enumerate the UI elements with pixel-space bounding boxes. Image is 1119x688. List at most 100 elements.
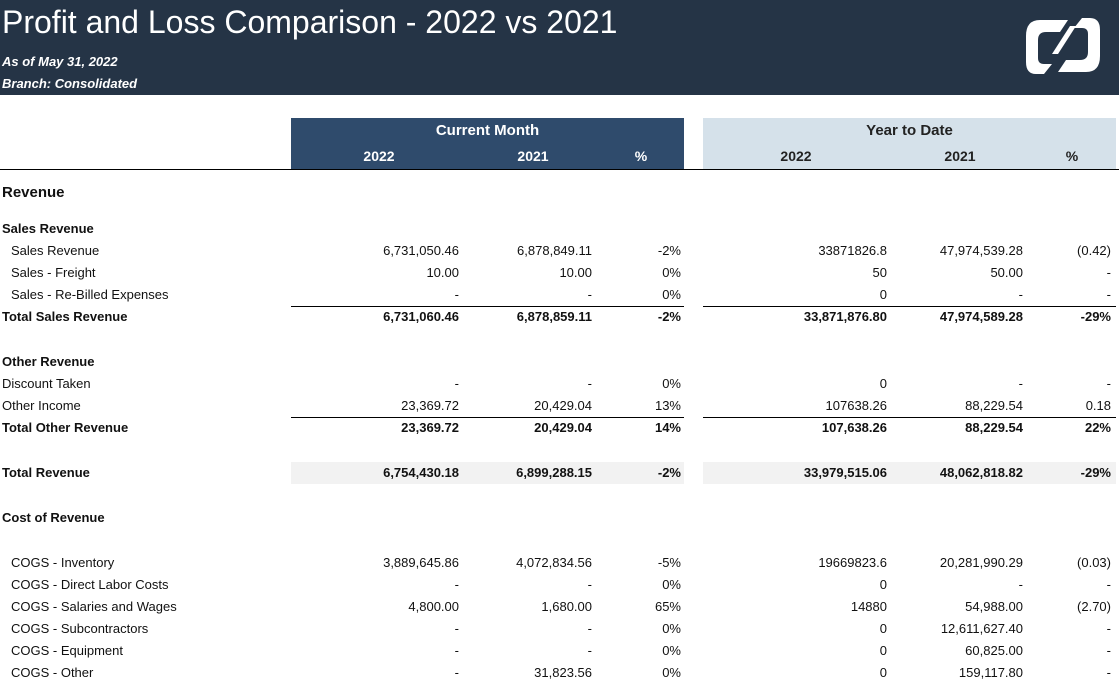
line-item-value: 0.18 [1085,398,1111,413]
total-rule [291,306,684,307]
line-item-value: 3,889,645.86 [383,555,459,570]
branch: Branch: Consolidated [2,76,138,91]
line-item-value: 0 [879,376,887,391]
line-item-value: 31,823.56 [534,665,592,680]
line-item-value: 0% [662,265,681,280]
total-revenue-value: 6,754,430.18 [383,465,459,480]
current-month-header: Current Month [435,122,540,139]
group-total-value: 88,229.54 [965,420,1023,435]
group-total-value: 23,369.72 [401,420,459,435]
line-item-value: 50.00 [990,265,1023,280]
line-item-value: 6,731,050.46 [383,243,459,258]
total-revenue-value: -2% [657,465,681,480]
line-item-value: 60,825.00 [965,643,1023,658]
line-item-value: - [454,643,459,658]
column-subheader: 2022 [780,148,812,164]
total-revenue-value: 48,062,818.82 [939,465,1023,480]
header-band [0,0,1119,95]
line-item-label: COGS - Salaries and Wages [11,599,177,614]
line-item-value: 0% [662,287,681,302]
line-item-label: Discount Taken [2,376,91,391]
line-item-value: - [587,621,592,636]
line-item-value: 1,680.00 [541,599,592,614]
line-item-value: (2.70) [1077,599,1111,614]
group-title: Other Revenue [2,354,95,369]
line-item-value: 0% [662,621,681,636]
line-item-value: - [587,577,592,592]
section-heading: Revenue [2,184,65,201]
line-item-value: - [1106,577,1111,592]
total-band [291,462,684,484]
line-item-label: COGS - Inventory [11,555,115,570]
total-revenue-value: 33,979,515.06 [803,465,887,480]
group-title: Sales Revenue [2,221,94,236]
column-subheader: 2022 [363,148,395,164]
line-item-value: (0.42) [1077,243,1111,258]
line-item-value: 4,072,834.56 [516,555,592,570]
line-item-value: 65% [654,599,681,614]
line-item-value: 20,281,990.29 [939,555,1023,570]
line-item-value: - [1018,577,1023,592]
line-item-label: COGS - Other [11,665,94,680]
line-item-value: 107638.26 [825,398,887,413]
group-total-value: 33,871,876.80 [803,309,887,324]
column-subheader: 2021 [944,148,976,164]
header-rule [0,169,1119,170]
line-item-value: 47,974,539.28 [939,243,1023,258]
line-item-value: - [587,287,592,302]
total-rule [703,306,1116,307]
total-rule [703,417,1116,418]
line-item-value: 19669823.6 [818,555,887,570]
line-item-value: - [1106,287,1111,302]
line-item-value: - [454,376,459,391]
column-subheader: % [1065,148,1079,164]
line-item-value: 33871826.8 [818,243,887,258]
line-item-value: - [1106,665,1111,680]
group-total-label: Total Other Revenue [2,420,129,435]
line-item-value: 20,429.04 [534,398,592,413]
group-total-value: 20,429.04 [534,420,592,435]
line-item-value: -2% [657,243,681,258]
ytd-header: Year to Date [866,122,953,139]
column-subheader: 2021 [517,148,549,164]
line-item-value: - [1106,265,1111,280]
line-item-label: COGS - Equipment [11,643,123,658]
line-item-value: 159,117.80 [958,665,1023,680]
group-total-value: -2% [657,309,681,324]
line-item-value: 0% [662,577,681,592]
total-revenue-label: Total Revenue [2,465,90,480]
report-title: Profit and Loss Comparison - 2022 vs 202… [2,4,618,40]
line-item-value: 13% [654,398,681,413]
line-item-value: - [1106,643,1111,658]
line-item-value: 4,800.00 [408,599,459,614]
line-item-value: 10.00 [426,265,459,280]
total-rule [291,417,684,418]
line-item-value: 6,878,849.11 [517,243,592,258]
line-item-value: 88,229.54 [965,398,1023,413]
group-total-value: -29% [1080,309,1111,324]
line-item-value: - [1106,376,1111,391]
line-item-value: 50 [872,265,887,280]
line-item-value: - [1018,376,1023,391]
total-revenue-value: 6,899,288.15 [516,465,592,480]
line-item-label: COGS - Subcontractors [11,621,149,636]
group-total-value: 22% [1084,420,1111,435]
line-item-value: - [587,643,592,658]
line-item-value: 0 [879,621,887,636]
column-subheader: % [634,148,648,164]
line-item-value: 0 [879,665,887,680]
line-item-value: (0.03) [1077,555,1111,570]
logo [1026,18,1100,74]
group-total-value: 6,878,859.11 [516,309,592,324]
line-item-value: 0 [879,577,887,592]
line-item-value: 23,369.72 [401,398,459,413]
line-item-label: COGS - Direct Labor Costs [11,577,169,592]
line-item-value: - [454,287,459,302]
line-item-label: Sales - Re-Billed Expenses [11,287,169,302]
line-item-value: - [454,577,459,592]
line-item-value: -5% [657,555,681,570]
total-revenue-value: -29% [1080,465,1111,480]
line-item-value: - [1106,621,1111,636]
line-item-label: Sales Revenue [11,243,100,258]
